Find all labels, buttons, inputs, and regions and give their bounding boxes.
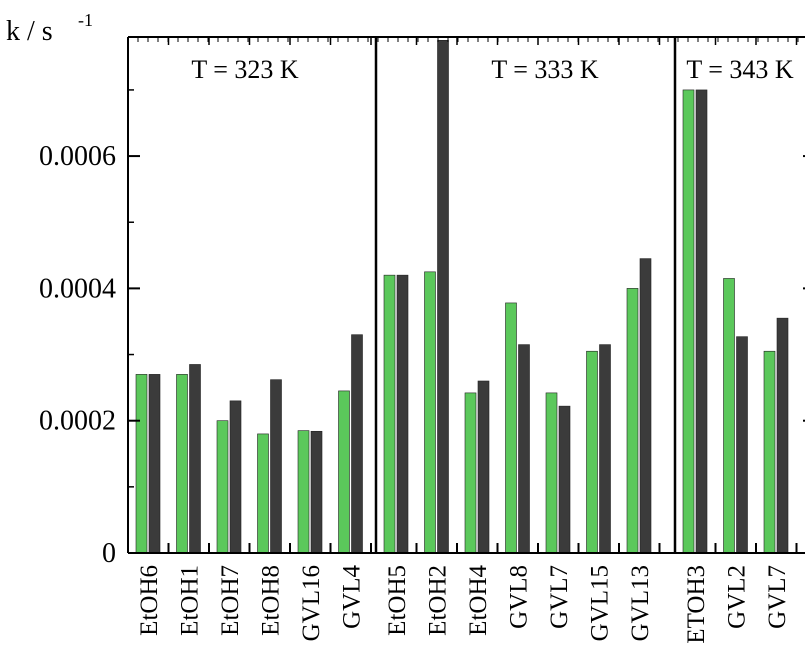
bar-etoh8-series-1 [257,433,269,554]
bar-etoh4-series-1 [464,392,477,554]
bar-etoh7-series-2 [229,400,242,554]
bar-gvl7-series-1 [545,392,558,554]
category-label: EtOH1 [177,565,204,636]
y-tick-label: 0 [102,538,116,569]
bar-gvl7-series-1 [763,350,776,554]
bar-gvl4-series-1 [338,390,350,554]
category-label: EtOH2 [425,565,452,636]
bar-gvl16-series-1 [297,430,310,554]
category-label: EtOH4 [465,565,492,636]
bar-gvl15-series-1 [586,350,598,554]
panel-title: T = 323 K [191,55,299,84]
category-label: EtOH8 [258,565,285,636]
bar-gvl13-series-1 [626,288,639,554]
bar-gvl8-series-2 [518,344,530,554]
category-label: GVL2 [724,565,751,629]
category-label: GVL8 [506,565,533,629]
y-axis-label: k / s [6,16,53,47]
bar-etoh1-series-2 [189,364,201,554]
panel-title: T = 343 K [686,55,794,84]
bar-gvl7-series-2 [558,405,571,554]
y-tick-label: 0.0006 [39,141,116,172]
category-label: GVL15 [587,565,614,641]
labels-layer: EtOH6 EtOH1 EtOH7 EtOH8 GVL16 GVL4 T = 323 K Et… [6,10,794,644]
bar-etoh8-series-2 [270,379,282,554]
bar-gvl8-series-1 [505,302,517,554]
category-label: EtOH6 [136,565,163,636]
bar-etoh2-series-2 [437,40,449,554]
bar-etoh3-series-1 [682,89,695,554]
category-label: GVL16 [298,565,325,641]
bar-gvl13-series-2 [639,258,652,554]
category-label: GVL7 [546,565,573,629]
bar-etoh2-series-1 [424,271,436,554]
category-label: GVL4 [339,565,366,629]
bar-etoh5-series-1 [383,274,396,554]
bar-gvl2-series-2 [736,336,748,554]
bar-etoh7-series-1 [216,420,229,554]
y-axis-label-superscript: -1 [78,10,93,30]
category-label: GVL7 [764,565,791,629]
bar-gvl7-series-2 [776,317,789,554]
bar-gvl2-series-1 [723,278,735,554]
bar-etoh6-series-1 [135,374,148,554]
bars-layer [135,40,789,554]
panel-title: T = 333 K [491,55,599,84]
category-label: ETOH3 [683,565,710,644]
bar-etoh6-series-2 [148,374,161,554]
bar-etoh5-series-2 [396,274,409,554]
bar-etoh1-series-1 [176,374,188,554]
bar-gvl16-series-2 [310,430,323,554]
y-tick-label: 0.0004 [39,273,116,304]
bar-gvl4-series-2 [351,334,363,554]
plot-frame [127,36,805,554]
ticks-layer [127,37,805,554]
category-label: EtOH7 [217,565,244,636]
bar-gvl15-series-2 [599,344,611,554]
category-label: GVL13 [627,565,654,641]
bar-etoh4-series-2 [477,380,490,554]
bar-etoh3-series-2 [695,89,708,554]
category-label: EtOH5 [384,565,411,636]
y-tick-label: 0.0002 [39,406,116,437]
